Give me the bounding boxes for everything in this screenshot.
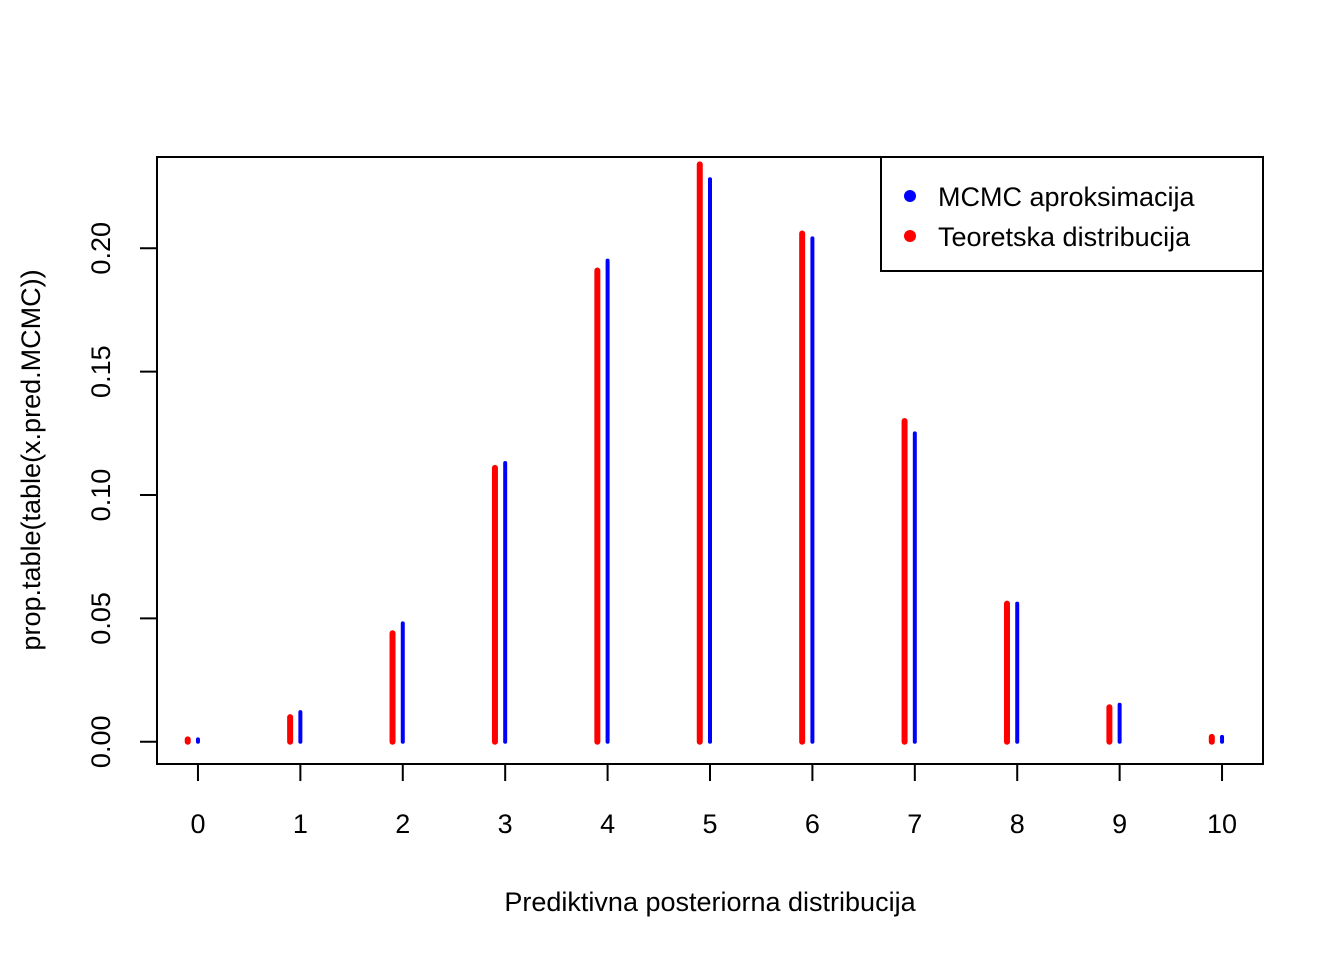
x-tick-label-5: 5 bbox=[702, 809, 717, 839]
legend: MCMC aproksimacija Teoretska distribucij… bbox=[880, 156, 1264, 272]
legend-box bbox=[880, 156, 1264, 272]
y-tick-label-0.10: 0.10 bbox=[86, 469, 116, 522]
x-tick-label-7: 7 bbox=[907, 809, 922, 839]
legend-marker-mcmc bbox=[904, 190, 916, 202]
x-tick-label-1: 1 bbox=[293, 809, 308, 839]
x-tick-label-0: 0 bbox=[190, 809, 205, 839]
y-axis: 0.00 0.05 0.10 0.15 0.20 bbox=[86, 222, 158, 769]
x-tick-label-4: 4 bbox=[600, 809, 615, 839]
legend-label-mcmc: MCMC aproksimacija bbox=[938, 182, 1196, 212]
x-axis: 0 1 2 3 4 5 6 7 8 9 10 bbox=[190, 763, 1237, 839]
x-tick-label-10: 10 bbox=[1207, 809, 1237, 839]
x-tick-label-3: 3 bbox=[498, 809, 513, 839]
y-tick-label-0.05: 0.05 bbox=[86, 592, 116, 645]
y-tick-label-0.20: 0.20 bbox=[86, 222, 116, 275]
y-tick-label-0.00: 0.00 bbox=[86, 716, 116, 769]
series-mcmc-bars bbox=[195, 177, 1225, 744]
x-tick-label-6: 6 bbox=[805, 809, 820, 839]
x-tick-label-2: 2 bbox=[395, 809, 410, 839]
legend-label-teoretska: Teoretska distribucija bbox=[938, 222, 1191, 252]
x-axis-title: Prediktivna posteriorna distribucija bbox=[504, 887, 916, 917]
series-teoretska-bars bbox=[184, 161, 1215, 745]
legend-marker-teoretska bbox=[904, 230, 916, 242]
x-tick-label-9: 9 bbox=[1112, 809, 1127, 839]
x-tick-label-8: 8 bbox=[1010, 809, 1025, 839]
y-tick-label-0.15: 0.15 bbox=[86, 345, 116, 398]
y-axis-title: prop.table(table(x.pred.MCMC)) bbox=[16, 269, 46, 650]
